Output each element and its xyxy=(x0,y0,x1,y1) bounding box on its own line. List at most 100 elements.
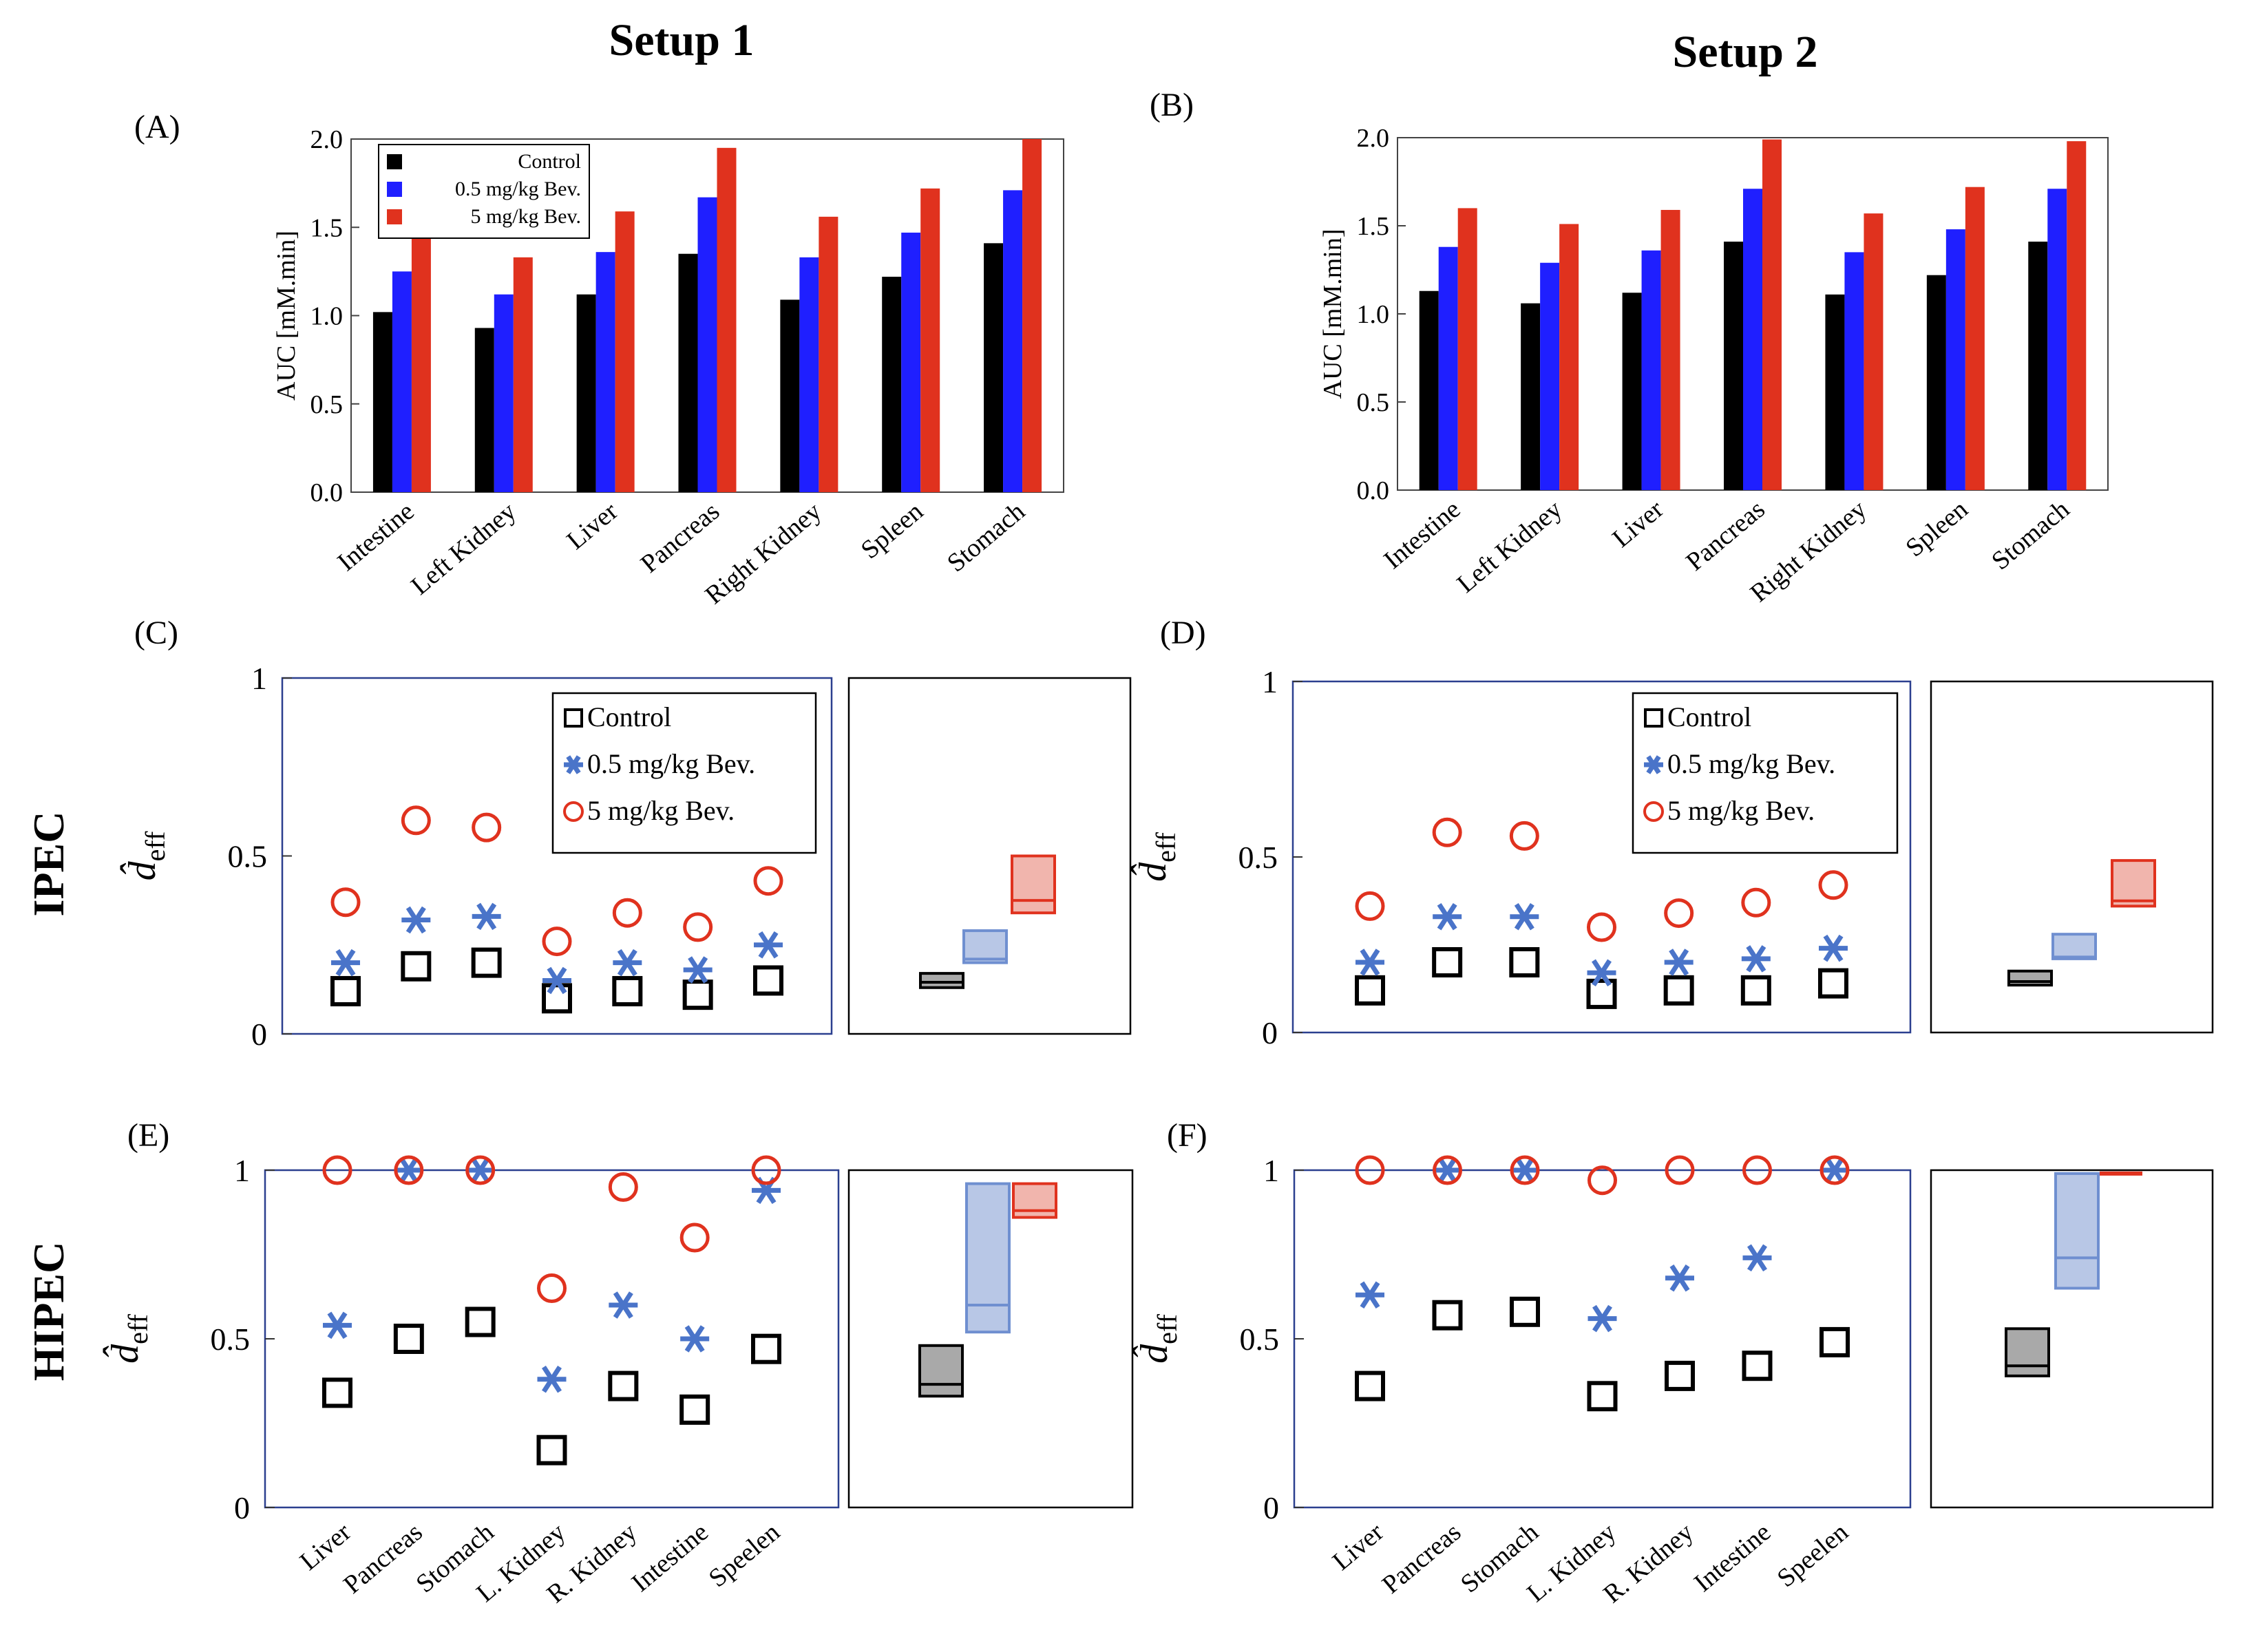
point-control-l-kidney xyxy=(536,1434,567,1465)
asterisk-stroke xyxy=(1592,959,1612,987)
setup2-title: Setup 2 xyxy=(1673,27,1818,77)
bar-stomach-2 xyxy=(1022,139,1042,492)
bar-pancreas-0 xyxy=(678,253,698,492)
point-high-r-kidney xyxy=(1664,898,1694,929)
asterisk-stroke xyxy=(758,931,779,959)
y-axis-label: d̂eff xyxy=(103,1313,154,1363)
x-tick-label: Intestine xyxy=(626,1518,714,1598)
point-control-pancreas xyxy=(401,951,432,982)
point-low-r-kidney xyxy=(609,1291,638,1319)
legend-box xyxy=(1632,692,1899,854)
x-tick-label: Spleen xyxy=(1900,495,1973,563)
y-tick-label: 1 xyxy=(1263,1153,1279,1188)
asterisk-stroke xyxy=(1360,1281,1380,1309)
point-high-liver xyxy=(1355,1155,1385,1185)
asterisk-stroke xyxy=(1823,934,1844,962)
bar-liver-0 xyxy=(1622,293,1642,490)
bar-pancreas-2 xyxy=(1762,139,1782,490)
chart-d: (D) 0 0.5 1 d̂eff Control 0.5 mg/kg Bev. 5 mg/k… xyxy=(1130,615,2214,1050)
x-tick-label: Pancreas xyxy=(1680,495,1770,577)
bar-liver-2 xyxy=(1660,209,1680,490)
summary-box-control xyxy=(2007,969,2053,987)
asterisk-stroke xyxy=(1592,1304,1612,1333)
summary-box-body xyxy=(962,929,1008,964)
x-tick-label: Spleen xyxy=(856,497,929,565)
bar-spleen-2 xyxy=(1965,187,1985,490)
point-high-intestine xyxy=(683,912,713,942)
y-tick-label: 1 xyxy=(251,661,267,696)
bar-left-kidney-1 xyxy=(1540,262,1560,490)
summary-frame xyxy=(847,677,1132,1035)
point-high-pancreas xyxy=(401,805,431,836)
point-high-liver xyxy=(330,887,361,918)
x-tick-label: Liver xyxy=(1607,495,1669,553)
bar-liver-1 xyxy=(595,252,615,492)
legend-label-low: 0.5 mg/kg Bev. xyxy=(1667,748,1835,779)
point-high-speelen xyxy=(1819,1155,1850,1185)
bar-intestine-0 xyxy=(1419,290,1439,490)
point-high-liver xyxy=(322,1155,352,1185)
legend-label-control: Control xyxy=(587,701,671,732)
legend-label-control: Control xyxy=(1667,701,1751,732)
x-tick-label: Intestine xyxy=(1378,495,1466,575)
y-tick-label: 0 xyxy=(234,1490,250,1525)
y-tick-label: 1.0 xyxy=(1357,300,1390,329)
point-high-intestine xyxy=(1742,1155,1772,1185)
asterisk-stroke xyxy=(617,949,637,977)
x-tick-label: Left Kidney xyxy=(1451,495,1567,599)
y-tick-label: 0.5 xyxy=(310,390,344,419)
summary-box-control xyxy=(919,972,964,989)
bar-liver-2 xyxy=(615,211,635,492)
legend-label-control: Control xyxy=(518,150,581,173)
panel-label-f: (F) xyxy=(1167,1117,1207,1154)
x-tick-label: Liver xyxy=(295,1518,357,1576)
bar-pancreas-2 xyxy=(717,147,737,492)
summary-box-control xyxy=(2005,1327,2050,1377)
point-low-pancreas xyxy=(1433,1156,1462,1184)
asterisk-stroke xyxy=(1669,949,1689,976)
summary-box-low xyxy=(2054,1172,2100,1290)
bar-stomach-2 xyxy=(2067,141,2087,490)
y-tick-label: 0.0 xyxy=(310,478,344,507)
y-axis-label-main: d̂ xyxy=(120,860,164,880)
y-axis-label-main: d̂ xyxy=(1130,862,1174,882)
asterisk-stroke xyxy=(1669,1264,1690,1292)
asterisk-stroke xyxy=(476,902,497,931)
asterisk-stroke xyxy=(613,1291,633,1319)
legend-marker-low xyxy=(564,755,583,774)
bar-right-kidney-1 xyxy=(1844,252,1864,490)
y-tick-label: 1 xyxy=(1262,664,1278,699)
point-high-l-kidney xyxy=(537,1273,567,1303)
x-tick-label: Pancreas xyxy=(338,1518,428,1600)
point-low-l-kidney xyxy=(1587,959,1616,987)
point-low-r-kidney xyxy=(1665,1264,1694,1292)
y-axis-label-sub: eff xyxy=(1152,1313,1183,1344)
point-control-r-kidney xyxy=(1663,975,1694,1006)
asterisk-stroke xyxy=(547,966,567,995)
legend-label-high: 5 mg/kg Bev. xyxy=(1667,795,1815,826)
bar-right-kidney-0 xyxy=(780,299,800,492)
asterisk-stroke xyxy=(1437,1156,1457,1184)
bar-left-kidney-1 xyxy=(494,294,514,492)
y-tick-label: 0.5 xyxy=(1240,1322,1280,1357)
legend-label-low: 0.5 mg/kg Bev. xyxy=(587,748,755,779)
point-control-pancreas xyxy=(1432,1300,1463,1331)
y-tick-label: 0.5 xyxy=(1238,840,1278,875)
summary-box-body xyxy=(1011,854,1056,915)
legend-marker-high xyxy=(563,801,584,822)
point-high-stomach xyxy=(465,1155,496,1185)
point-low-liver xyxy=(1355,1281,1384,1309)
y-tick-label: 0 xyxy=(251,1017,267,1052)
point-control-liver xyxy=(1355,1370,1385,1401)
point-low-liver xyxy=(1355,949,1384,976)
point-control-speelen xyxy=(751,1333,781,1364)
point-high-r-kidney xyxy=(612,898,642,928)
summary-box-low xyxy=(962,929,1008,964)
summary-box-body xyxy=(1012,1182,1057,1219)
panel-label-e: (E) xyxy=(127,1117,169,1154)
point-control-pancreas xyxy=(1432,947,1463,977)
point-control-r-kidney xyxy=(1665,1360,1695,1391)
legend-marker-control xyxy=(564,708,583,728)
